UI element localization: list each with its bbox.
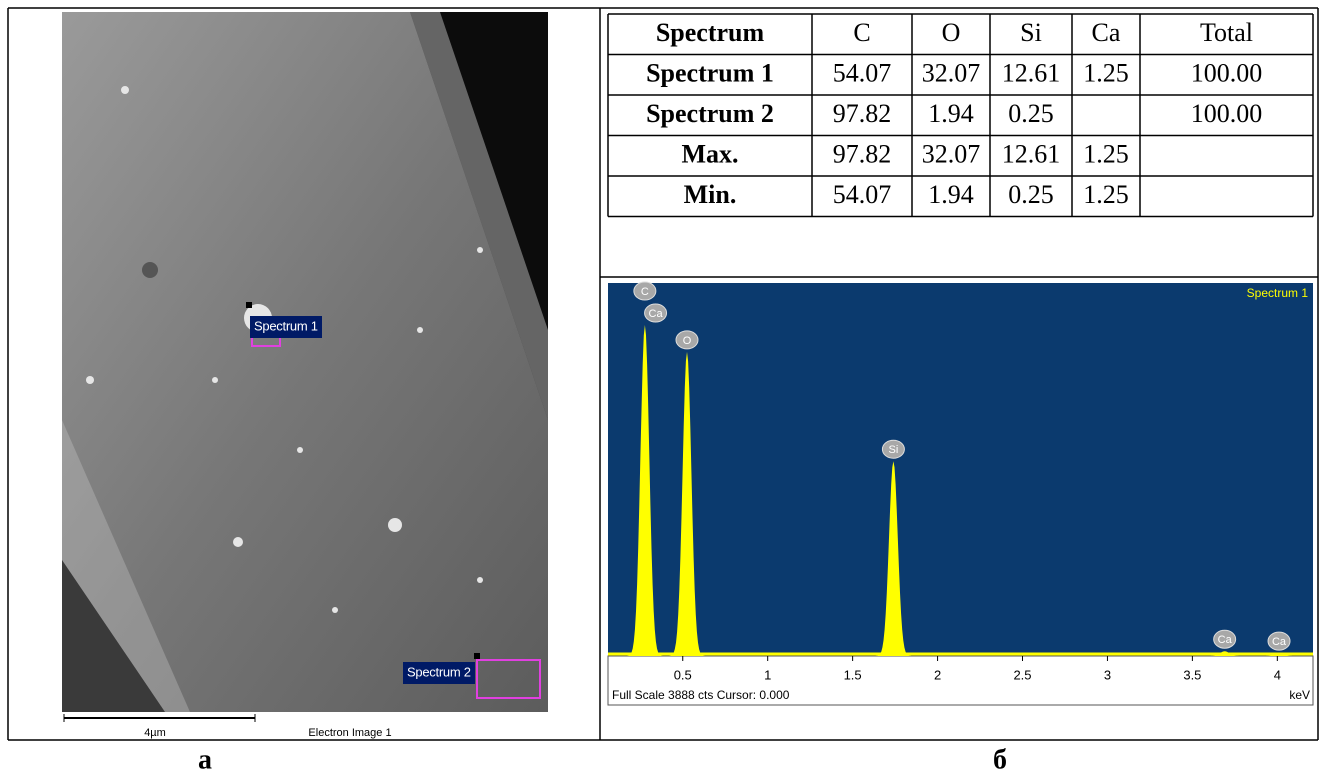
frame (7, 7, 1319, 741)
spectrum-title: Spectrum 1 (1247, 286, 1309, 300)
scale-bar-label: 4µm (144, 727, 166, 739)
peak-label-marker (1267, 631, 1291, 651)
panel-label: б (993, 744, 1007, 775)
peak-label-marker (633, 281, 657, 301)
table-cell: Max. (681, 140, 738, 169)
peak-label: Ca (649, 308, 664, 320)
table-cell: 0.25 (1008, 180, 1054, 209)
table-cell: O (942, 18, 961, 47)
peak-label: O (683, 335, 692, 347)
table-cell: Ca (1092, 18, 1121, 47)
table-cell: Spectrum (656, 18, 765, 47)
table-cell: 100.00 (1191, 99, 1263, 128)
table-cell: 1.25 (1083, 59, 1129, 88)
table-cell: 1.94 (928, 180, 974, 209)
peak (627, 325, 663, 656)
peak-label-marker (881, 439, 905, 459)
table-cell: Spectrum 1 (646, 59, 774, 88)
peak-label: Ca (1272, 636, 1287, 648)
peak-label: Ca (1218, 634, 1233, 646)
x-tick-label: 0.5 (674, 667, 692, 682)
table-cell: 12.61 (1002, 140, 1061, 169)
axis-strip (607, 655, 1314, 706)
peak-label-marker (1213, 629, 1237, 649)
composition-table: Spectrum C O Si Ca Total Spectrum 1 54.07 32.07 1… (607, 13, 1314, 218)
spectrum-1-label: Spectrum 1 (254, 318, 318, 333)
x-unit: keV (1289, 688, 1310, 702)
spectrum-chart: 0.5 1 1.5 2 2.5 3 3.5 4 Full Scale 3888 cts Curs… (607, 281, 1314, 706)
table-cell: 0.25 (1008, 99, 1054, 128)
table-cell: 1.25 (1083, 180, 1129, 209)
x-tick-label: 1.5 (844, 667, 862, 682)
table-cell: 54.07 (833, 59, 892, 88)
x-tick-label: 3 (1104, 667, 1111, 682)
peak-label: C (641, 286, 649, 298)
plot-background (608, 283, 1313, 656)
x-tick-label: 1 (764, 667, 771, 682)
x-tick-label: 4 (1274, 667, 1281, 682)
peak (1207, 651, 1243, 656)
table-cell: Total (1200, 18, 1253, 47)
table-cell: Si (1020, 18, 1042, 47)
peak-label-marker (675, 330, 699, 350)
peak (1261, 653, 1297, 656)
peak-label-marker (644, 303, 668, 323)
table-cell: 12.61 (1002, 59, 1061, 88)
sem-image: Spectrum 1 Spectrum 2 4µm Electron Image… (62, 12, 548, 739)
spectrum-2-label: Spectrum 2 (407, 664, 471, 679)
peak (669, 351, 705, 656)
image-caption: Electron Image 1 (308, 727, 391, 739)
table-cell: Spectrum 2 (646, 99, 774, 128)
table-cell: 100.00 (1191, 59, 1263, 88)
table-cell: 97.82 (833, 99, 892, 128)
table-cell: 1.25 (1083, 140, 1129, 169)
x-tick-label: 2 (934, 667, 941, 682)
peak (875, 461, 912, 656)
table-cell: 97.82 (833, 140, 892, 169)
table-cell: 54.07 (833, 180, 892, 209)
peak-label: Si (889, 444, 899, 456)
table-cell: C (853, 18, 870, 47)
table-cell: Min. (684, 180, 737, 209)
footer: Full Scale 3888 cts Cursor: 0.000 (612, 688, 790, 702)
table-cell: 1.94 (928, 99, 974, 128)
table-cell: 32.07 (922, 59, 981, 88)
table-cell: 32.07 (922, 140, 981, 169)
x-tick-label: 3.5 (1183, 667, 1201, 682)
panel-label: а (198, 744, 212, 775)
x-tick-label: 2.5 (1013, 667, 1031, 682)
